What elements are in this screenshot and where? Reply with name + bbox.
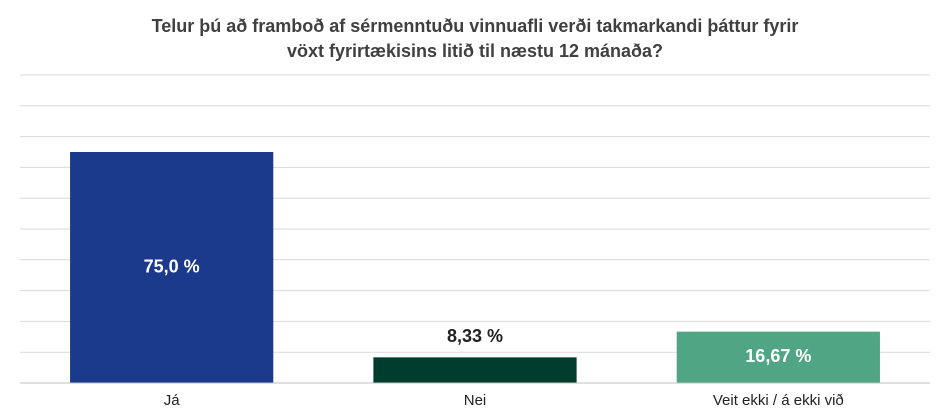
- bar: [70, 152, 274, 383]
- bar: [373, 357, 577, 383]
- x-tick-label: Nei: [464, 392, 487, 409]
- x-tick-label: Já: [164, 392, 181, 409]
- chart-title: Telur þú að framboð af sérmenntuðu vinnu…: [151, 16, 799, 61]
- value-label: 16,67 %: [745, 346, 811, 366]
- bar: [676, 331, 880, 383]
- value-label: 75,0 %: [144, 256, 200, 276]
- x-tick-label: Veit ekki / á ekki við: [713, 392, 844, 409]
- value-label: 8,33 %: [447, 326, 503, 346]
